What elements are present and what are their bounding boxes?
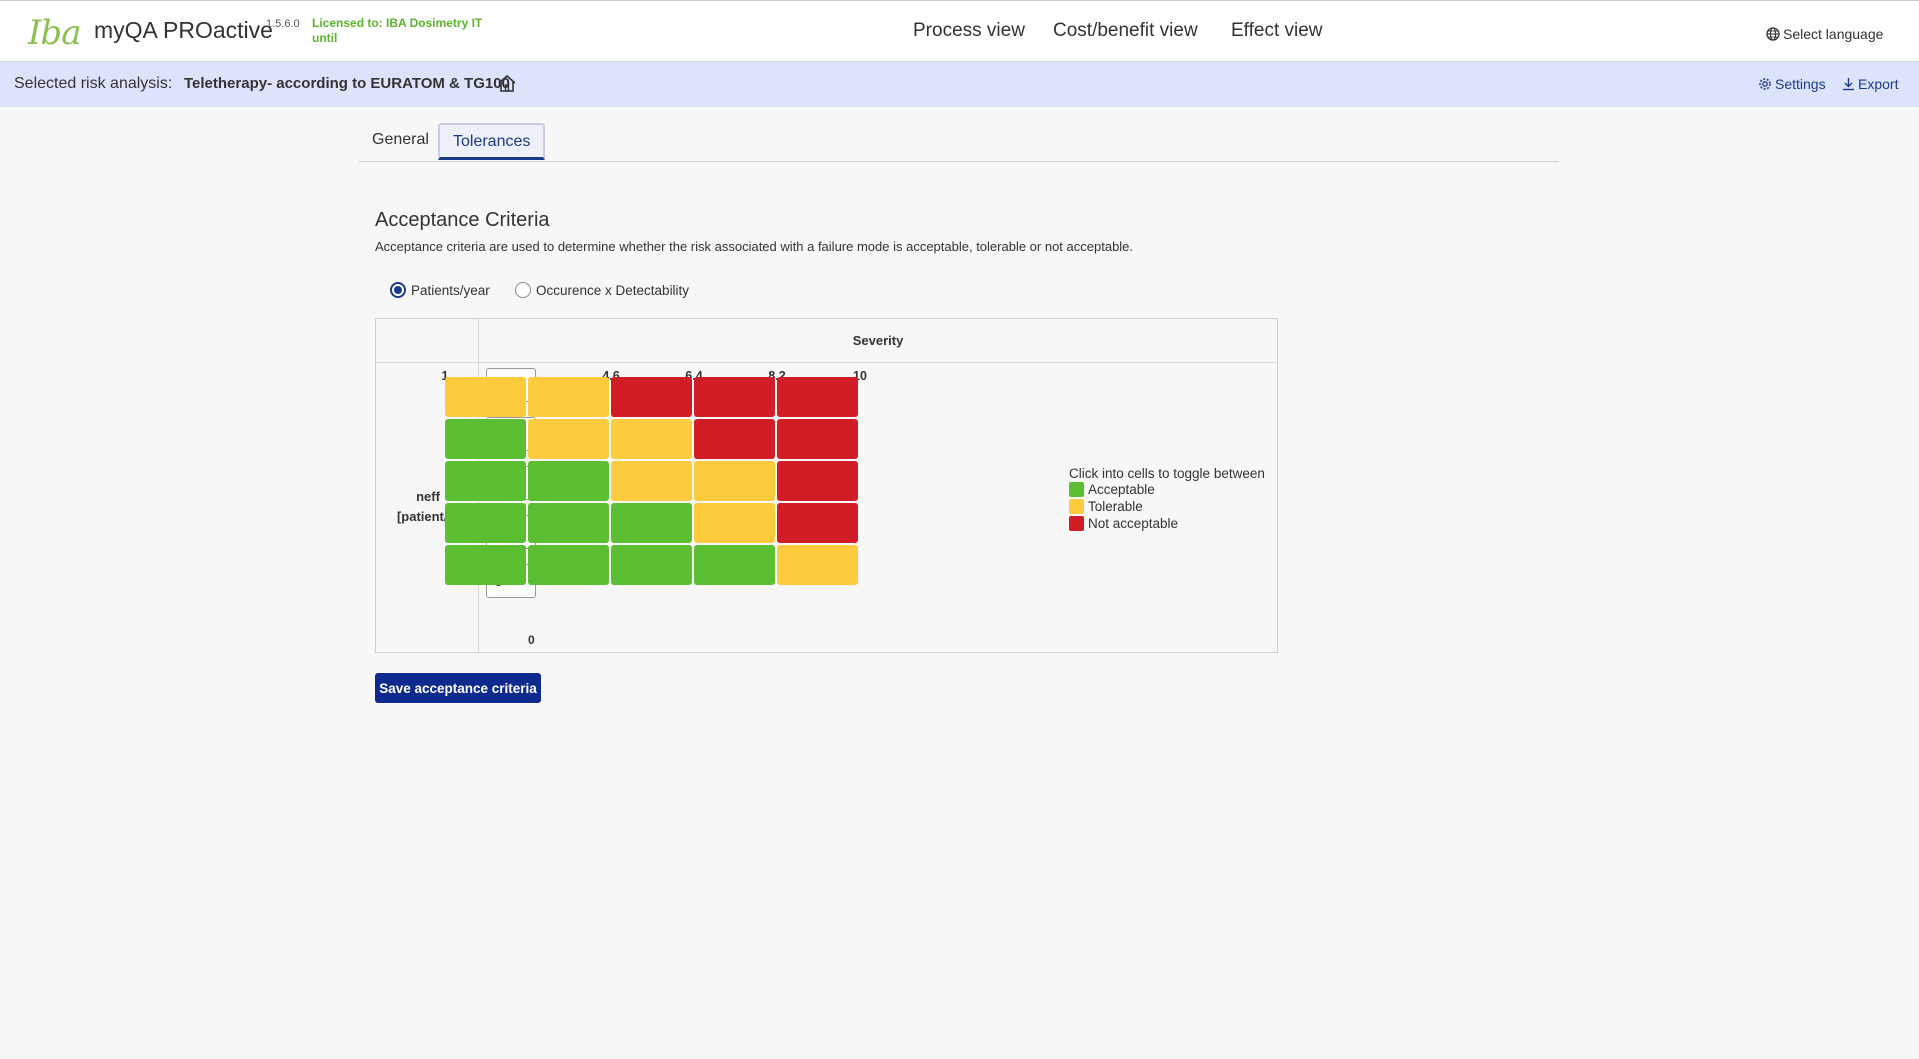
matrix-cell[interactable] <box>528 377 609 417</box>
selected-risk-analysis-name: Teletherapy- according to EURATOM & TG10… <box>184 75 510 92</box>
top-navigation-bar: Iba myQA PROactive 1.5.6.0 Licensed to: … <box>0 0 1919 62</box>
legend-label: Tolerable <box>1088 499 1143 514</box>
risk-matrix: Severity neff [patient/y] 0 Click into c… <box>375 318 1278 653</box>
nav-process-view[interactable]: Process view <box>913 20 1025 41</box>
nav-cost-benefit-view[interactable]: Cost/benefit view <box>1053 20 1198 41</box>
matrix-cell[interactable] <box>611 503 692 543</box>
page-description: Acceptance criteria are used to determin… <box>375 239 1134 254</box>
tab-general[interactable]: General <box>372 131 429 148</box>
matrix-cell[interactable] <box>694 377 775 417</box>
legend-swatch <box>1069 516 1084 531</box>
nav-effect-view[interactable]: Effect view <box>1231 20 1323 41</box>
matrix-cell[interactable] <box>528 461 609 501</box>
save-acceptance-criteria-button[interactable]: Save acceptance criteria <box>375 673 541 703</box>
matrix-cell[interactable] <box>445 545 526 585</box>
matrix-cell[interactable] <box>528 545 609 585</box>
severity-tick-label: 1 <box>441 369 449 383</box>
matrix-cell[interactable] <box>777 419 858 459</box>
legend-swatch <box>1069 499 1084 514</box>
matrix-cell[interactable] <box>777 461 858 501</box>
matrix-cell[interactable] <box>445 377 526 417</box>
y-axis-label: neff [patient/y] <box>382 487 474 527</box>
risk-analysis-bar: Selected risk analysis: Teletherapy- acc… <box>0 62 1919 107</box>
legend-label: Acceptable <box>1088 482 1155 497</box>
export-label: Export <box>1858 76 1899 92</box>
matrix-cell[interactable] <box>528 503 609 543</box>
matrix-cell[interactable] <box>694 461 775 501</box>
selected-risk-analysis-label: Selected risk analysis: <box>14 75 173 92</box>
radio-selected-indicator[interactable] <box>390 282 406 298</box>
matrix-cell[interactable] <box>694 503 775 543</box>
legend-item: Not acceptable <box>1069 516 1178 531</box>
radio-patients-per-year[interactable]: Patients/year <box>390 282 490 298</box>
app-version: 1.5.6.0 <box>266 18 300 30</box>
matrix-cell[interactable] <box>445 461 526 501</box>
home-icon[interactable] <box>496 73 518 95</box>
legend-swatch <box>1069 482 1084 497</box>
legend-title: Click into cells to toggle between <box>1069 466 1265 481</box>
tab-tolerances[interactable]: Tolerances <box>438 123 546 160</box>
iba-logo[interactable]: Iba <box>28 13 81 53</box>
matrix-cell[interactable] <box>694 419 775 459</box>
select-language-button[interactable]: Select language <box>1766 26 1883 42</box>
matrix-cell[interactable] <box>611 461 692 501</box>
matrix-cell[interactable] <box>777 545 858 585</box>
severity-axis-label: Severity <box>852 333 904 348</box>
radio-unselected-indicator[interactable] <box>515 282 531 298</box>
page-title: Acceptance Criteria <box>375 209 550 231</box>
settings-button[interactable]: Settings <box>1758 76 1826 92</box>
matrix-cell[interactable] <box>694 545 775 585</box>
license-info: Licensed to: IBA Dosimetry IT until <box>312 16 482 46</box>
matrix-cell[interactable] <box>445 503 526 543</box>
matrix-cell[interactable] <box>445 419 526 459</box>
app-title: myQA PROactive <box>94 17 273 43</box>
select-language-label: Select language <box>1783 26 1884 42</box>
y-axis-label-line1: neff <box>416 489 440 504</box>
license-holder: Licensed to: IBA Dosimetry IT <box>312 16 483 30</box>
gear-icon <box>1759 78 1771 90</box>
matrix-cell[interactable] <box>777 377 858 417</box>
y-zero-label: 0 <box>528 633 535 647</box>
settings-label: Settings <box>1775 76 1826 92</box>
radio-occurence-x-detectability-label: Occurence x Detectability <box>536 282 690 298</box>
matrix-cell[interactable] <box>611 419 692 459</box>
tab-bar: General Tolerances <box>359 123 1559 162</box>
export-button[interactable]: Export <box>1842 76 1898 92</box>
y-axis-label-line2: [patient/y] <box>396 509 460 524</box>
matrix-cell[interactable] <box>777 503 858 543</box>
legend-item: Acceptable <box>1069 482 1155 497</box>
matrix-cell[interactable] <box>611 377 692 417</box>
matrix-cell[interactable] <box>611 545 692 585</box>
legend-item: Tolerable <box>1069 499 1143 514</box>
radio-occurence-x-detectability[interactable]: Occurence x Detectability <box>515 282 689 298</box>
download-icon <box>1843 78 1854 91</box>
matrix-divider <box>376 362 1277 363</box>
matrix-cell[interactable] <box>528 419 609 459</box>
legend-label: Not acceptable <box>1088 516 1179 531</box>
license-expiry: until <box>312 31 338 45</box>
radio-patients-per-year-label: Patients/year <box>411 282 490 298</box>
globe-icon <box>1766 27 1780 41</box>
